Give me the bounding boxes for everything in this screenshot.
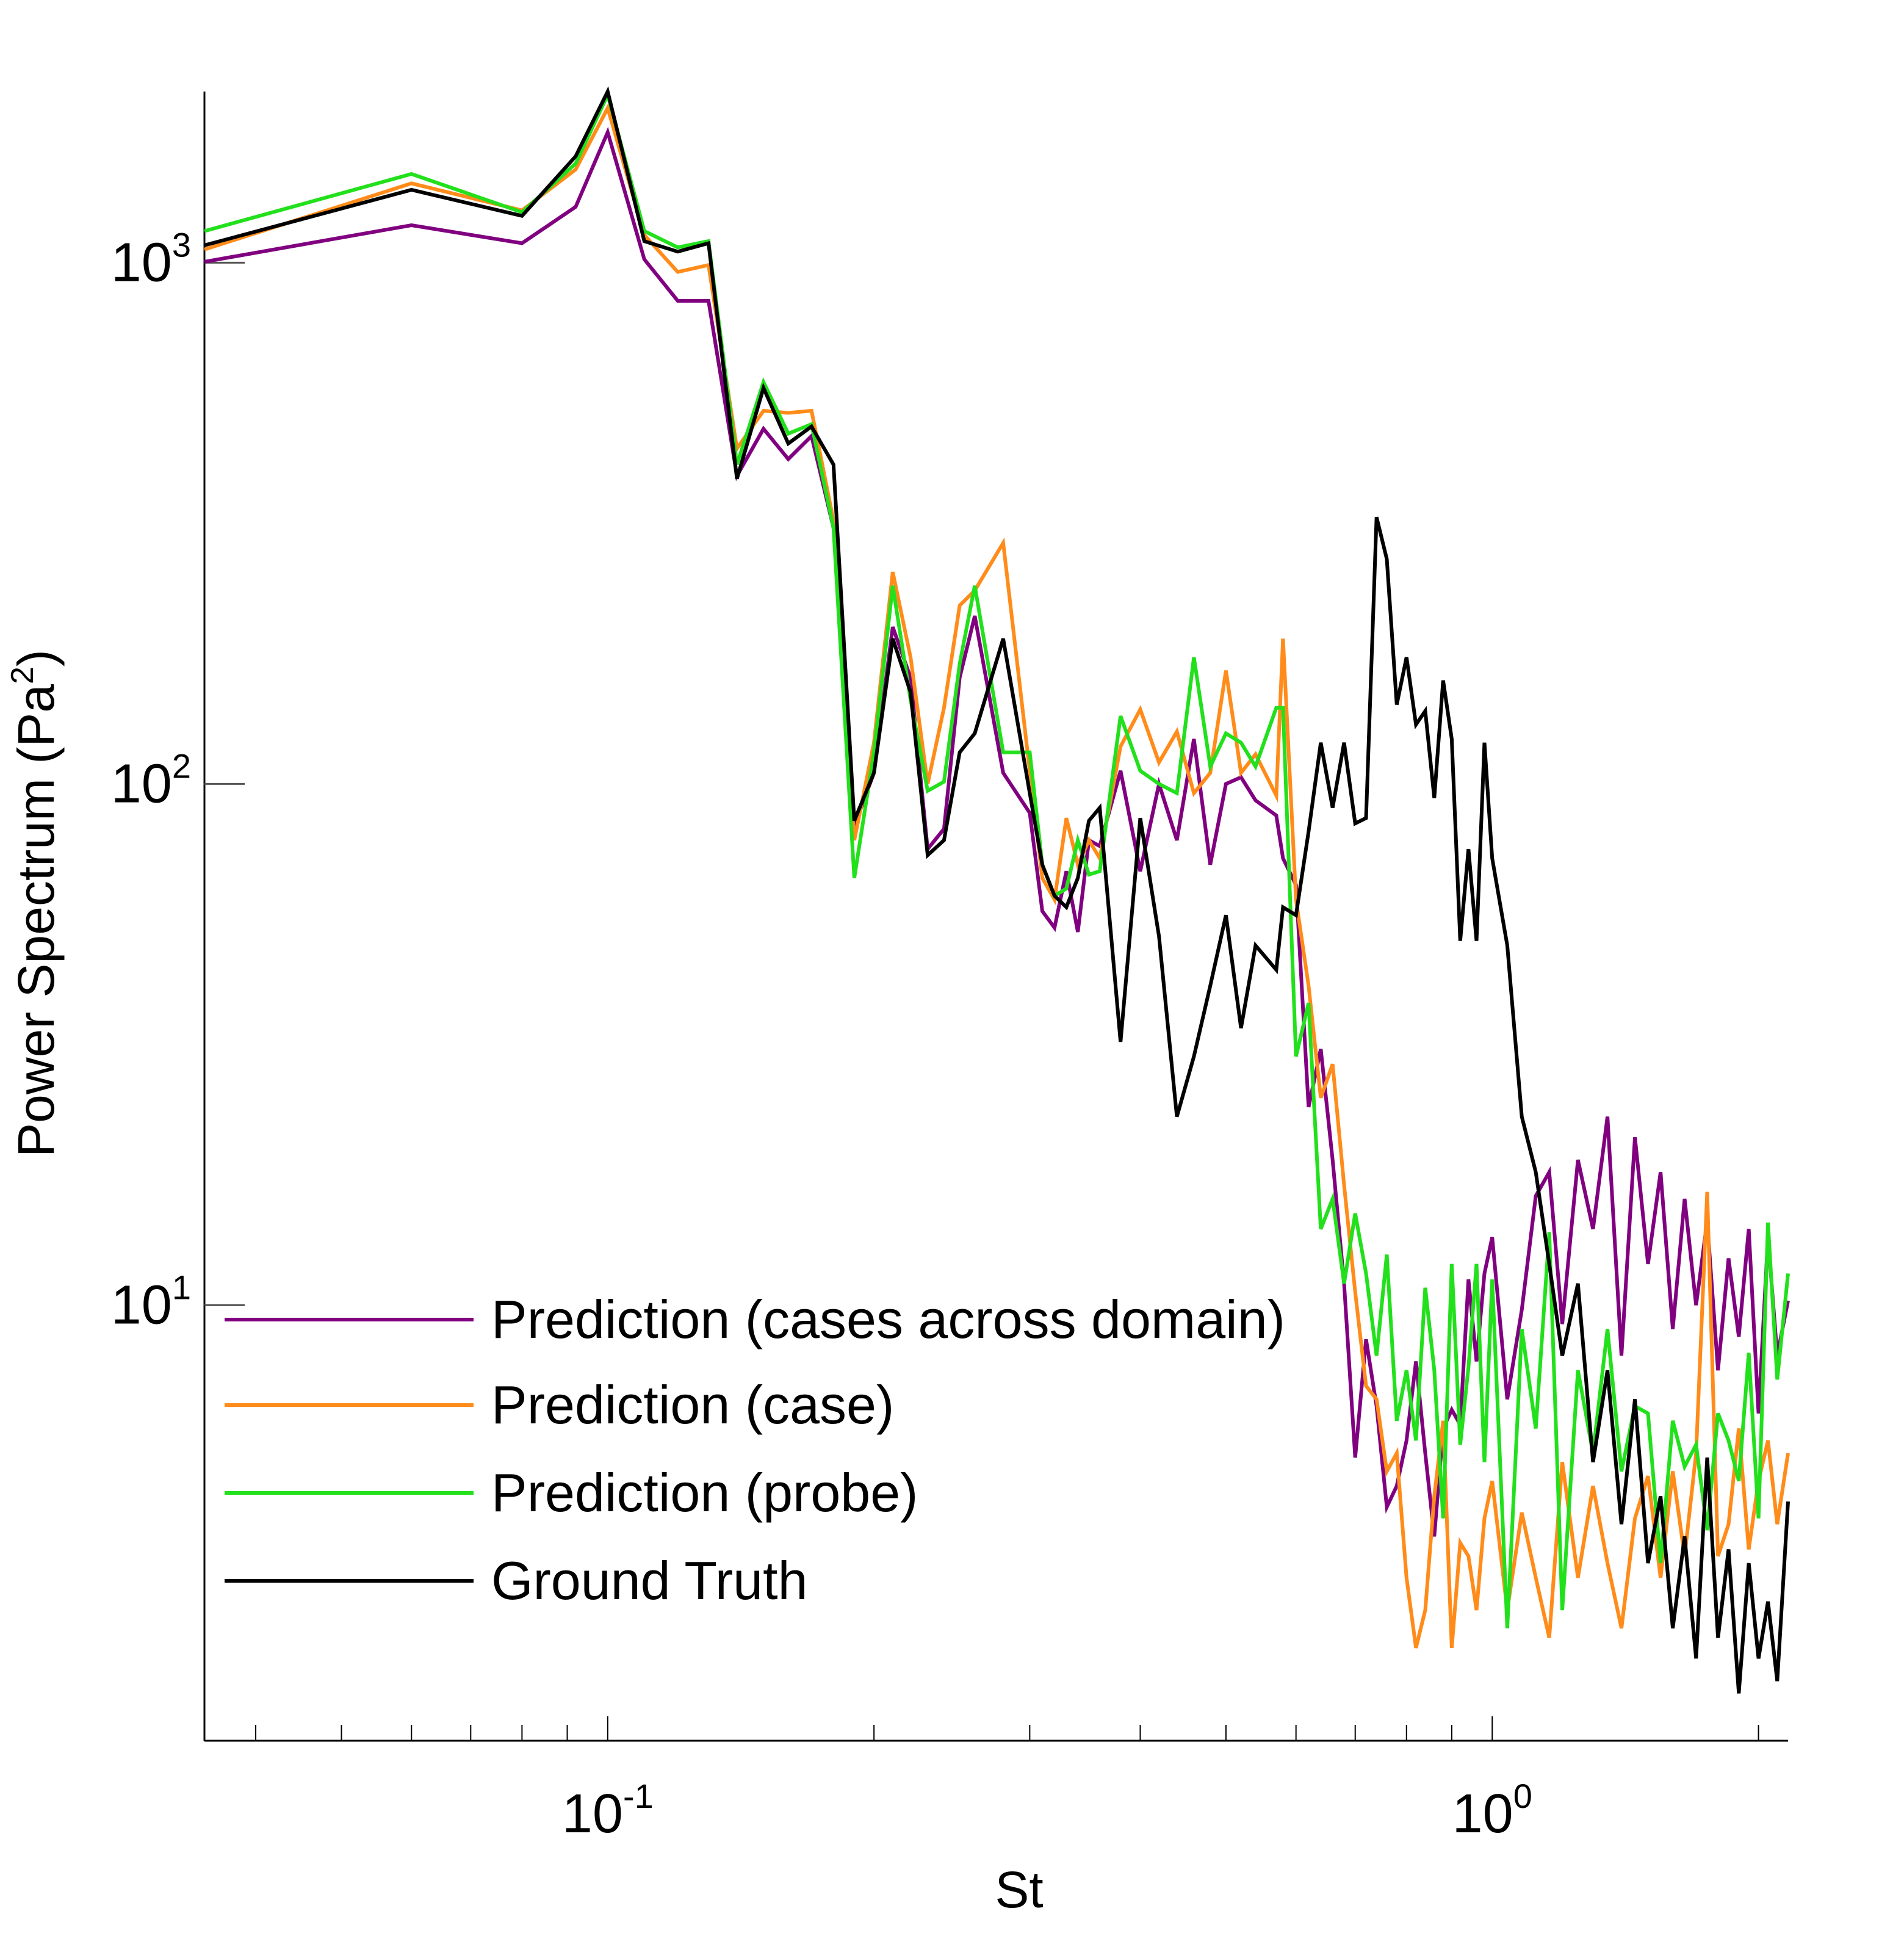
- x-tick-label: 100: [1452, 1777, 1532, 1844]
- y-axis-label-main: Power Spectrum (Pa: [7, 684, 65, 1157]
- y-axis-label-sup: 2: [5, 667, 40, 684]
- y-axis-label-close: ): [7, 649, 65, 667]
- y-tick-label-base: 10: [111, 1274, 172, 1335]
- legend-label-4: Ground Truth: [491, 1550, 808, 1611]
- series-line-3: [204, 89, 1790, 1628]
- x-tick-label-exponent: -1: [623, 1777, 654, 1815]
- x-tick-label: 10-1: [562, 1777, 654, 1844]
- y-tick-label-exponent: 2: [172, 746, 191, 785]
- legend-label-2: Prediction (case): [491, 1375, 894, 1435]
- y-axis-label: Power Spectrum (Pa2): [5, 649, 65, 1157]
- y-tick-label: 103: [111, 225, 191, 293]
- x-tick-label-exponent: 0: [1513, 1777, 1532, 1815]
- y-tick-label-exponent: 1: [172, 1268, 191, 1306]
- series-line-2: [204, 103, 1790, 1649]
- y-tick-label: 102: [111, 746, 191, 814]
- y-tick-label: 101: [111, 1268, 191, 1335]
- y-tick-label-exponent: 3: [172, 225, 191, 264]
- x-axis-label: St: [995, 1861, 1043, 1918]
- series-layer: [204, 86, 1790, 1694]
- y-tick-label-base: 10: [111, 232, 172, 293]
- legend-label-3: Prediction (probe): [491, 1462, 918, 1523]
- x-tick-label-base: 10: [1452, 1783, 1513, 1844]
- legend: Prediction (cases across domain) Predicti…: [225, 1289, 1285, 1611]
- series-line-4: [204, 86, 1790, 1694]
- x-tick-label-base: 10: [562, 1783, 623, 1844]
- legend-label-1: Prediction (cases across domain): [491, 1289, 1285, 1349]
- y-tick-label-base: 10: [111, 753, 172, 814]
